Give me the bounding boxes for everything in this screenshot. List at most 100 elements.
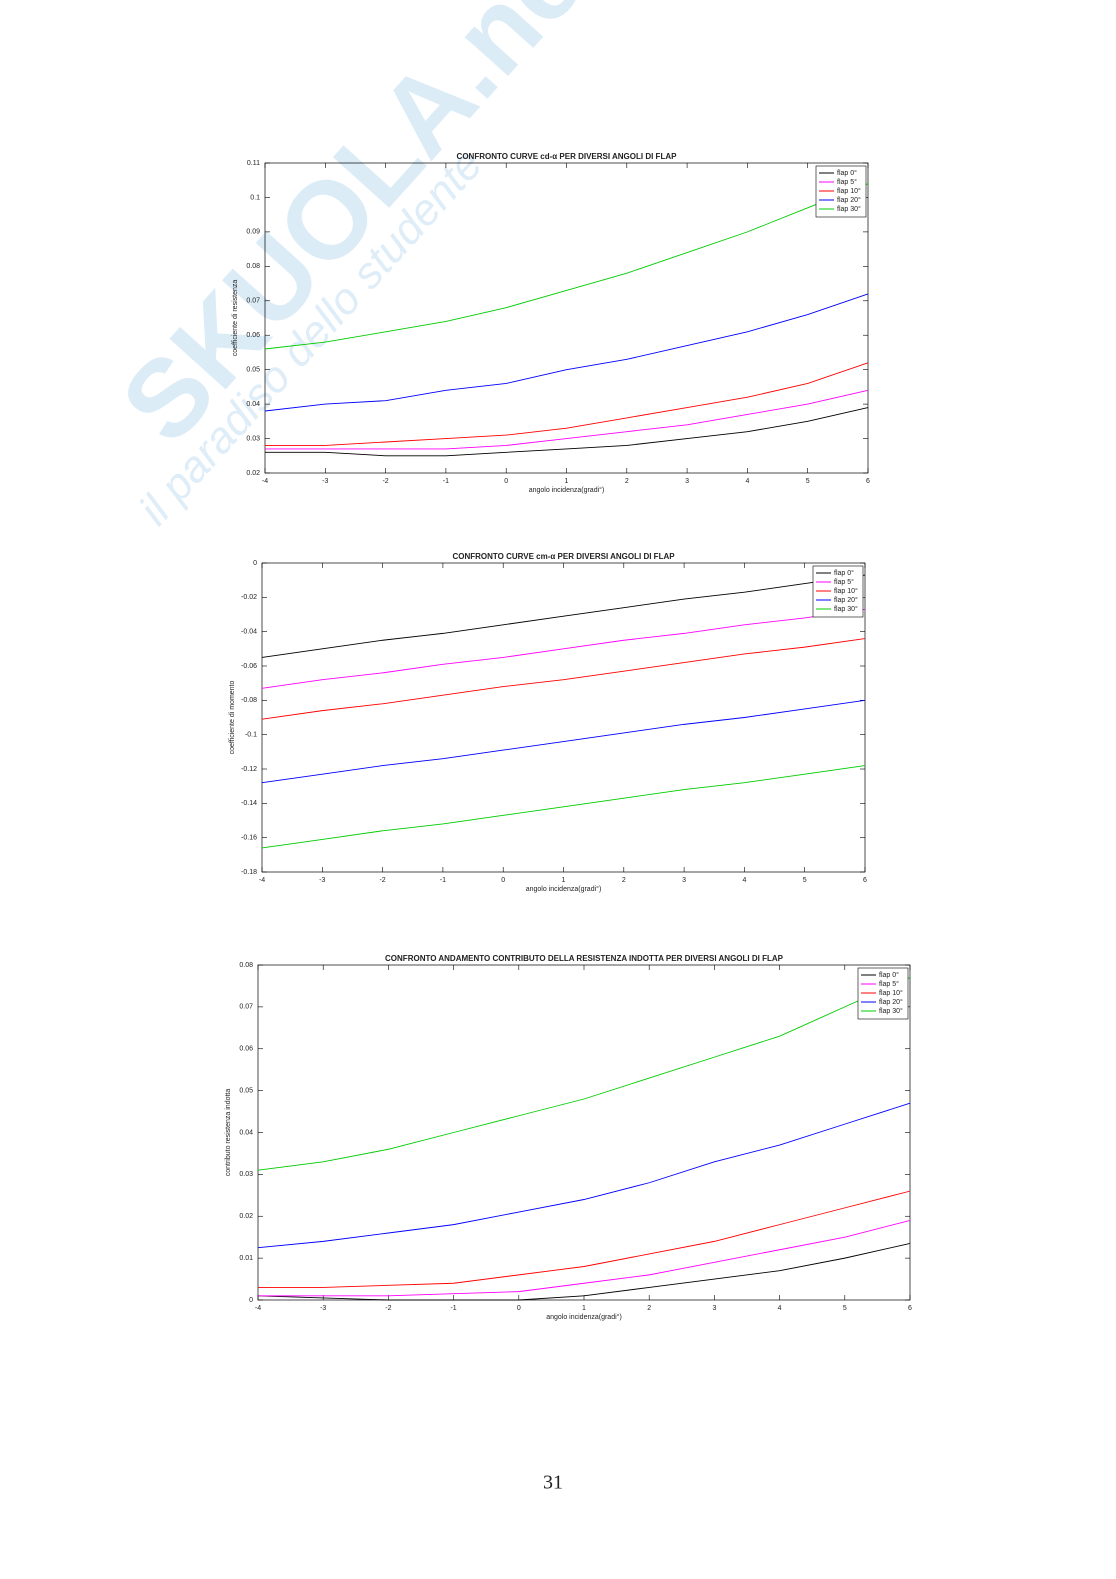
y-tick-label: 0 [249,1297,253,1304]
x-tick-label: -3 [322,478,328,485]
x-tick-label: 0 [501,877,505,884]
series-line [257,977,911,1171]
y-axis-label: coefficiente di resistenza [232,280,239,357]
legend-label: flap 30° [879,1007,903,1015]
series-line [261,765,866,849]
x-tick-label: 5 [803,877,807,884]
x-tick-label: 5 [806,478,810,485]
x-axis-label: angolo incidenza(gradi°) [546,1313,622,1321]
y-tick-label: -0.06 [241,663,257,670]
legend-label: flap 5° [834,578,854,586]
x-axis-label: angolo incidenza(gradi°) [529,486,605,494]
x-tick-label: 3 [712,1305,716,1312]
series-line [261,608,866,689]
chart: CONFRONTO CURVE cm-α PER DIVERSI ANGOLI … [229,552,867,893]
x-tick-label: 6 [866,478,870,485]
legend-label: flap 5° [879,980,899,988]
y-tick-label: -0.18 [241,869,257,876]
y-tick-label: 0.1 [250,194,260,201]
x-tick-label: 1 [582,1305,586,1312]
y-tick-label: 0.04 [246,401,260,408]
x-tick-label: 4 [778,1305,782,1312]
chart: CONFRONTO ANDAMENTO CONTRIBUTO DELLA RES… [225,954,912,1321]
x-tick-label: 4 [742,877,746,884]
y-tick-label: -0.04 [241,629,257,636]
x-tick-label: -1 [443,478,449,485]
series-line [257,1102,911,1249]
y-tick-label: 0.06 [239,1046,253,1053]
y-tick-label: -0.12 [241,766,257,773]
series-line [258,1220,911,1297]
x-tick-label: -2 [385,1305,391,1312]
x-tick-label: 5 [843,1305,847,1312]
y-tick-label: 0.01 [239,1255,253,1262]
x-tick-label: 0 [517,1305,521,1312]
chart-title: CONFRONTO CURVE cd-α PER DIVERSI ANGOLI … [457,152,678,161]
y-tick-label: 0.11 [247,160,260,167]
x-tick-label: -3 [320,1305,326,1312]
y-tick-label: 0.09 [246,229,260,236]
series-line [265,389,869,450]
watermark-brand: SKUOLA.net [98,0,631,466]
y-tick-label: 0.05 [246,367,260,374]
x-tick-label: 3 [685,478,689,485]
y-tick-label: 0.03 [239,1171,253,1178]
x-tick-label: 0 [504,478,508,485]
legend-label: flap 0° [837,169,857,177]
y-axis-label: contributo resistenza indotta [225,1089,232,1177]
legend-label: flap 10° [834,587,858,595]
series-line [261,699,866,784]
legend-label: flap 20° [837,196,861,204]
x-tick-label: -1 [450,1305,456,1312]
y-tick-label: -0.02 [241,594,257,601]
legend-label: flap 0° [834,569,854,577]
legend-label: flap 10° [879,989,903,997]
x-tick-label: -2 [382,478,388,485]
legend-label: flap 10° [837,187,861,195]
y-tick-label: 0.03 [246,435,260,442]
y-tick-label: 0.07 [239,1004,253,1011]
y-tick-label: -0.1 [245,732,257,739]
x-tick-label: -3 [319,877,325,884]
series-line [264,183,869,350]
y-tick-label: 0.08 [239,962,253,969]
legend-label: flap 5° [837,178,857,186]
x-tick-label: 2 [625,478,629,485]
axes-frame [257,964,911,1301]
y-tick-label: 0.05 [239,1087,253,1094]
legend-label: flap 30° [834,605,858,613]
x-tick-label: 1 [565,478,569,485]
chart: CONFRONTO CURVE cd-α PER DIVERSI ANGOLI … [232,152,870,494]
y-tick-label: 0.02 [246,470,260,477]
axes-frame [261,562,866,873]
y-tick-label: 0.02 [239,1213,253,1220]
x-tick-label: 2 [647,1305,651,1312]
x-tick-label: -4 [262,478,268,485]
y-axis-label: coefficiente di momento [229,680,236,754]
chart-title: CONFRONTO CURVE cm-α PER DIVERSI ANGOLI … [452,552,675,561]
legend-label: flap 20° [834,596,858,604]
x-tick-label: 3 [682,877,686,884]
x-tick-label: -1 [440,877,446,884]
page-number: 31 [543,1472,563,1494]
legend-label: flap 20° [879,998,903,1006]
x-tick-label: -2 [379,877,385,884]
legend-label: flap 30° [837,205,861,213]
y-tick-label: -0.14 [241,800,257,807]
series-line [257,1243,911,1301]
x-tick-label: 4 [745,478,749,485]
series-line [261,638,866,720]
chart-title: CONFRONTO ANDAMENTO CONTRIBUTO DELLA RES… [385,954,784,963]
watermark: SKUOLA.net [98,0,631,466]
y-tick-label: -0.16 [241,835,257,842]
series-line [264,293,869,412]
x-tick-label: 1 [562,877,566,884]
y-tick-label: 0.06 [246,332,260,339]
y-tick-label: 0 [253,560,257,567]
series-line [265,362,869,446]
x-tick-label: -4 [259,877,265,884]
series-line [261,574,866,658]
series-line [258,1190,911,1288]
x-tick-label: 6 [863,877,867,884]
y-tick-label: -0.08 [241,697,257,704]
